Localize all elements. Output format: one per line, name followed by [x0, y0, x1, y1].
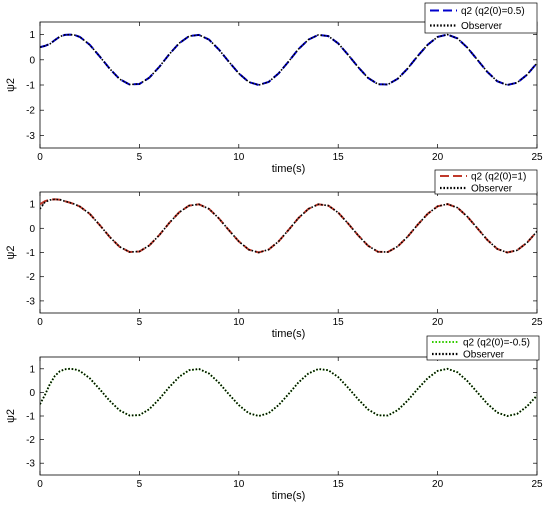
x-tick-label: 5	[137, 317, 143, 328]
legend: q2 (q2(0)=0.5) Observer	[424, 2, 538, 34]
legend-box	[426, 335, 540, 361]
legend-box	[434, 169, 538, 195]
y-tick-label: -2	[26, 106, 35, 117]
x-tick-label: 5	[137, 479, 143, 490]
y-tick-label: -3	[26, 296, 35, 307]
y-tick-label: 0	[29, 55, 35, 66]
series-line-observer	[40, 367, 537, 417]
y-tick-label: 0	[29, 388, 35, 399]
x-tick-label: 25	[531, 317, 543, 328]
series-line-observer	[40, 33, 537, 86]
legend-label: Observer	[461, 21, 503, 32]
legend-box	[424, 2, 538, 34]
x-tick-label: 10	[233, 479, 245, 490]
x-tick-label: 20	[432, 317, 444, 328]
legend-label: Observer	[471, 184, 513, 195]
x-tick-label: 10	[233, 152, 245, 163]
x-axis-label: time(s)	[272, 328, 306, 340]
x-tick-label: 10	[233, 317, 245, 328]
y-tick-label: 0	[29, 224, 35, 235]
y-axis-label: ψ2	[5, 78, 17, 92]
series-line-observer	[40, 198, 537, 254]
legend: q2 (q2(0)=1)Observer	[434, 169, 538, 195]
x-tick-label: 5	[137, 152, 143, 163]
legend-label: q2 (q2(0)=0.5)	[461, 6, 525, 17]
y-axis-label: ψ2	[5, 246, 17, 260]
y-tick-label: 1	[29, 30, 35, 41]
x-axis-label: time(s)	[272, 490, 306, 502]
y-tick-label: 1	[29, 364, 35, 375]
x-tick-label: 15	[333, 317, 345, 328]
legend-label: q2 (q2(0)=1)	[471, 172, 526, 183]
legend-label: Observer	[463, 350, 505, 361]
legend: q2 (q2(0)=-0.5)Observer	[426, 335, 540, 361]
y-tick-label: -3	[26, 131, 35, 142]
x-tick-label: 0	[37, 479, 43, 490]
x-tick-label: 0	[37, 317, 43, 328]
legend-label: q2 (q2(0)=-0.5)	[463, 338, 530, 349]
plot-area	[39, 21, 538, 149]
plot-area	[39, 191, 538, 314]
y-tick-label: -3	[26, 459, 35, 470]
x-axis-label: time(s)	[272, 163, 306, 175]
y-tick-label: -2	[26, 435, 35, 446]
plot-area	[39, 356, 538, 476]
y-tick-label: -1	[26, 412, 35, 423]
y-tick-label: -2	[26, 272, 35, 283]
x-tick-label: 15	[333, 479, 345, 490]
y-tick-label: -1	[26, 81, 35, 92]
x-tick-label: 20	[432, 479, 444, 490]
x-tick-label: 25	[531, 479, 543, 490]
y-axis-label: ψ2	[5, 409, 17, 423]
x-tick-label: 15	[333, 152, 345, 163]
x-tick-label: 0	[37, 152, 43, 163]
y-tick-label: 1	[29, 200, 35, 211]
x-tick-label: 25	[531, 152, 543, 163]
x-tick-label: 20	[432, 152, 444, 163]
y-tick-label: -1	[26, 248, 35, 259]
